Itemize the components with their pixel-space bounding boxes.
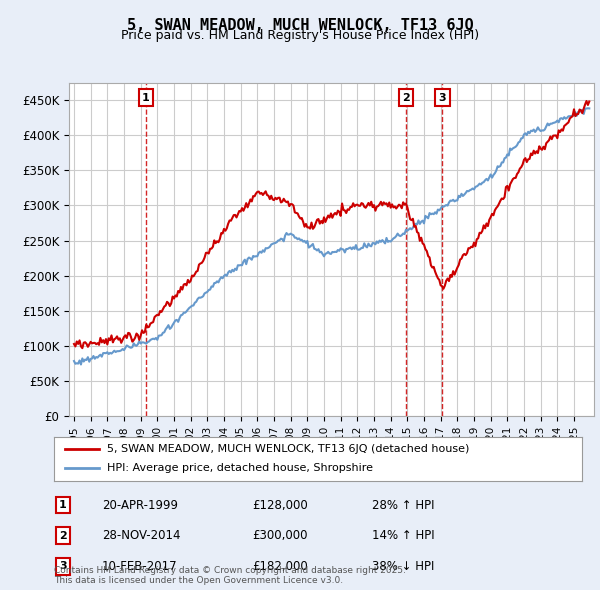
Text: 5, SWAN MEADOW, MUCH WENLOCK, TF13 6JQ (detached house): 5, SWAN MEADOW, MUCH WENLOCK, TF13 6JQ (… — [107, 444, 469, 454]
Text: 10-FEB-2017: 10-FEB-2017 — [102, 560, 178, 573]
Text: £182,000: £182,000 — [252, 560, 308, 573]
Text: Price paid vs. HM Land Registry's House Price Index (HPI): Price paid vs. HM Land Registry's House … — [121, 30, 479, 42]
Text: 5, SWAN MEADOW, MUCH WENLOCK, TF13 6JQ: 5, SWAN MEADOW, MUCH WENLOCK, TF13 6JQ — [127, 18, 473, 32]
Text: £128,000: £128,000 — [252, 499, 308, 512]
Text: 3: 3 — [59, 562, 67, 571]
Text: 2: 2 — [402, 93, 410, 103]
Text: 3: 3 — [439, 93, 446, 103]
Text: 28-NOV-2014: 28-NOV-2014 — [102, 529, 181, 542]
Text: 2: 2 — [59, 531, 67, 540]
Text: 1: 1 — [142, 93, 150, 103]
Text: Contains HM Land Registry data © Crown copyright and database right 2025.
This d: Contains HM Land Registry data © Crown c… — [54, 566, 406, 585]
Text: HPI: Average price, detached house, Shropshire: HPI: Average price, detached house, Shro… — [107, 464, 373, 473]
Text: £300,000: £300,000 — [252, 529, 308, 542]
Text: 28% ↑ HPI: 28% ↑ HPI — [372, 499, 434, 512]
Text: 14% ↑ HPI: 14% ↑ HPI — [372, 529, 434, 542]
Text: 20-APR-1999: 20-APR-1999 — [102, 499, 178, 512]
Text: 1: 1 — [59, 500, 67, 510]
Text: 38% ↓ HPI: 38% ↓ HPI — [372, 560, 434, 573]
